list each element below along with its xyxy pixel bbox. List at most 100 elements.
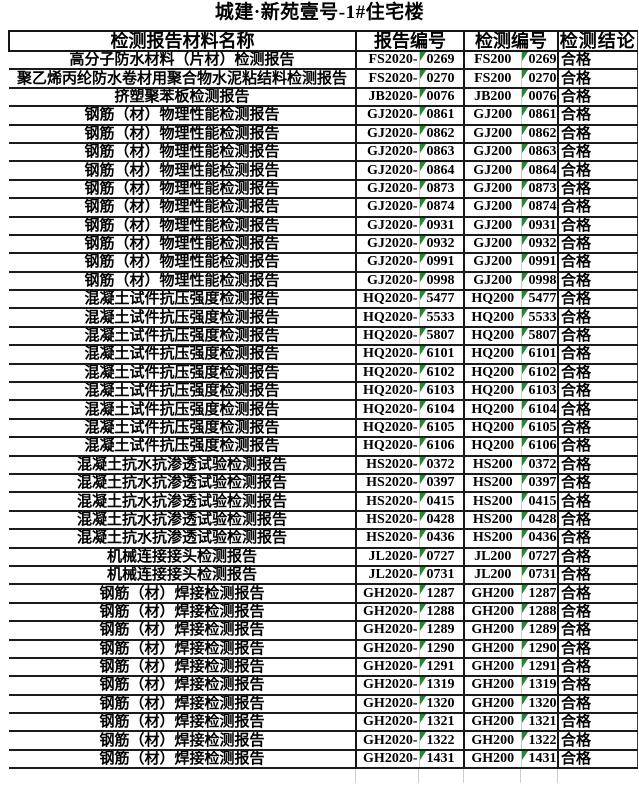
text-as-number-indicator-icon [522, 180, 528, 190]
test-number-value: 0269 [528, 52, 557, 68]
report-number-cell: 0863 [418, 142, 464, 163]
report-number-cell: 1287 [418, 584, 464, 604]
report-number-value: 5477 [426, 291, 455, 307]
report-number-cell: 0076 [418, 87, 464, 108]
report-number-value: 1288 [426, 603, 455, 619]
text-as-number-indicator-icon [522, 272, 528, 282]
text-as-number-indicator-icon [522, 364, 528, 374]
test-number-cell: 1288 [520, 602, 558, 623]
test-number-value: 1431 [528, 751, 557, 767]
text-as-number-indicator-icon [522, 143, 528, 153]
report-number-prefix-cell: GH2020- [355, 602, 419, 623]
gridline-tick [557, 769, 558, 784]
test-number-prefix-cell: GH200 [463, 584, 521, 604]
test-conclusion-cell: 合格 [557, 510, 638, 531]
text-as-number-indicator-icon [522, 419, 528, 429]
report-number-prefix-cell: GH2020- [355, 639, 419, 659]
report-number-cell: 0397 [418, 473, 464, 494]
test-conclusion-cell: 合格 [557, 455, 638, 476]
report-number-prefix-cell: GJ2020- [355, 124, 419, 144]
material-name-cell: 混凝土试件抗压强度检测报告 [9, 326, 356, 347]
table-row: 钢筋（材）物理性能检测报告 GJ2020- 0874 GJ200 0874 合格 [9, 198, 638, 218]
material-name-cell: 钢筋（材）物理性能检测报告 [9, 179, 356, 200]
report-number-cell: 0428 [418, 510, 464, 531]
test-number-value: 0270 [528, 70, 557, 86]
test-number-prefix-cell: HQ200 [463, 363, 521, 384]
test-number-prefix-cell: HQ200 [463, 382, 521, 402]
text-as-number-indicator-icon [420, 272, 426, 282]
test-number-cell: 0932 [520, 234, 558, 255]
report-number-cell: 0873 [418, 179, 464, 200]
test-conclusion-cell: 合格 [557, 749, 638, 770]
report-number-cell: 1321 [418, 713, 464, 733]
report-number-cell: 1290 [418, 639, 464, 659]
report-number-value: 0874 [426, 199, 455, 215]
report-number-prefix-cell: HS2020- [355, 473, 419, 494]
test-number-value: 0372 [528, 456, 557, 472]
text-as-number-indicator-icon [420, 585, 426, 595]
material-name-cell: 混凝土试件抗压强度检测报告 [9, 382, 356, 402]
text-as-number-indicator-icon [420, 419, 426, 429]
test-number-prefix-cell: GJ200 [463, 124, 521, 144]
report-number-prefix-cell: FS2020- [355, 51, 419, 71]
table-row: 钢筋（材）物理性能检测报告 GJ2020- 0863 GJ200 0863 合格 [9, 142, 638, 163]
report-number-value: 0873 [426, 180, 455, 196]
test-conclusion-cell: 合格 [557, 676, 638, 696]
test-conclusion-cell: 合格 [557, 326, 638, 347]
material-name-cell: 混凝土试件抗压强度检测报告 [9, 290, 356, 310]
material-name-cell: 钢筋（材）焊接检测报告 [9, 584, 356, 604]
text-as-number-indicator-icon [420, 677, 426, 687]
table-row: 混凝土抗水抗渗透试验检测报告 HS2020- 0372 HS200 0372 合… [9, 455, 638, 476]
test-number-prefix-cell: HQ200 [463, 290, 521, 310]
material-name-cell: 混凝土抗水抗渗透试验检测报告 [9, 510, 356, 531]
test-number-cell: 6102 [520, 363, 558, 384]
text-as-number-indicator-icon [420, 364, 426, 374]
test-number-prefix-cell: FS200 [463, 51, 521, 71]
text-as-number-indicator-icon [420, 695, 426, 705]
test-number-value: 0864 [528, 162, 557, 178]
report-register-table: 检测报告材料名称 报告编号 检测编号 检测结论 高分子防水材料（片材）检测报告 … [8, 30, 638, 770]
test-number-prefix-cell: GH200 [463, 602, 521, 623]
text-as-number-indicator-icon [420, 493, 426, 503]
text-as-number-indicator-icon [420, 714, 426, 724]
test-conclusion-cell: 合格 [557, 87, 638, 108]
text-as-number-indicator-icon [522, 199, 528, 209]
text-as-number-indicator-icon [420, 658, 426, 668]
report-number-value: 0397 [426, 475, 455, 491]
test-conclusion-cell: 合格 [557, 694, 638, 715]
table-row: 混凝土试件抗压强度检测报告 HQ2020- 5477 HQ200 5477 合格 [9, 290, 638, 310]
material-name-cell: 钢筋（材）焊接检测报告 [9, 657, 356, 678]
material-name-cell: 机械连接接头检测报告 [9, 565, 356, 586]
test-number-value: 0932 [528, 236, 557, 252]
report-number-cell: 0991 [418, 253, 464, 273]
table-row: 钢筋（材）物理性能检测报告 GJ2020- 0931 GJ200 0931 合格 [9, 216, 638, 236]
text-as-number-indicator-icon [522, 70, 528, 80]
test-conclusion-cell: 合格 [557, 271, 638, 292]
text-as-number-indicator-icon [522, 438, 528, 448]
text-as-number-indicator-icon [420, 162, 426, 172]
test-conclusion-cell: 合格 [557, 565, 638, 586]
text-as-number-indicator-icon [420, 309, 426, 319]
test-number-cell: 5477 [520, 290, 558, 310]
report-number-value: 0727 [426, 548, 455, 564]
report-number-cell: 0731 [418, 565, 464, 586]
test-number-prefix-cell: GJ200 [463, 142, 521, 163]
report-number-value: 0931 [426, 217, 455, 233]
report-number-cell: 0864 [418, 161, 464, 181]
test-number-value: 1287 [528, 585, 557, 601]
report-number-cell: 0727 [418, 547, 464, 567]
test-number-value: 1321 [528, 714, 557, 730]
table-row: 钢筋（材）焊接检测报告 GH2020- 1322 GH200 1322 合格 [9, 731, 638, 751]
material-name-cell: 钢筋（材）物理性能检测报告 [9, 142, 356, 163]
test-conclusion-cell: 合格 [557, 253, 638, 273]
report-number-value: 6103 [426, 383, 455, 399]
test-number-cell: 0415 [520, 492, 558, 512]
text-as-number-indicator-icon [522, 327, 528, 337]
test-number-prefix-cell: HQ200 [463, 345, 521, 365]
report-number-cell: 1289 [418, 621, 464, 641]
test-number-cell: 6103 [520, 382, 558, 402]
report-number-prefix-cell: FS2020- [355, 69, 419, 89]
report-number-value: 0731 [426, 567, 455, 583]
test-number-value: 5807 [528, 328, 557, 344]
